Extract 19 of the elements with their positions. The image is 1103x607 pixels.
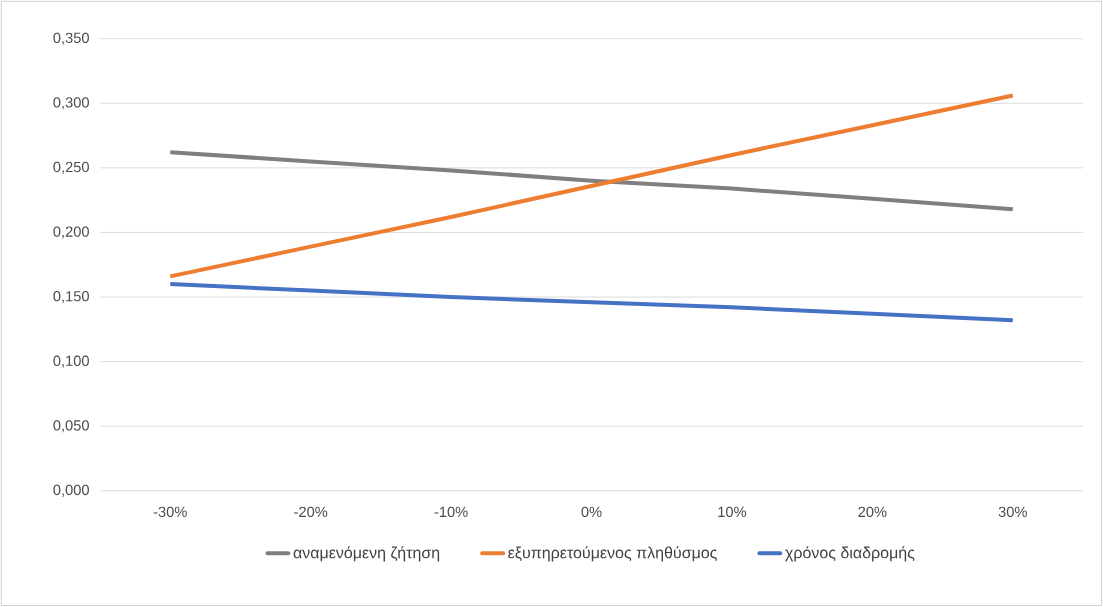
y-tick-label: 0,100 <box>53 355 89 368</box>
y-tick-label: 0,050 <box>53 420 89 433</box>
x-tick-label: -30% <box>153 506 187 518</box>
y-tick-label: 0,000 <box>53 484 89 497</box>
legend-label: χρόνος διαδρομής <box>785 546 915 562</box>
y-tick-label: 0,200 <box>53 226 89 239</box>
legend-label: εξυπηρετούμενος πληθύσμος <box>508 546 717 562</box>
y-tick-label: 0,150 <box>53 291 89 304</box>
y-tick-label: 0,350 <box>53 32 89 45</box>
x-tick-label: -10% <box>434 506 468 518</box>
x-tick-label: -20% <box>294 506 328 518</box>
line-series <box>168 150 1015 212</box>
x-tick-label: 30% <box>998 506 1027 518</box>
x-tick-label: 20% <box>858 506 887 518</box>
legend-label: αναμενόμενη ζήτηση <box>293 546 440 562</box>
y-tick-label: 0,250 <box>53 161 89 174</box>
x-tick-label: 10% <box>718 506 747 518</box>
y-tick-label: 0,300 <box>53 97 89 110</box>
x-tick-label: 0% <box>581 506 602 518</box>
